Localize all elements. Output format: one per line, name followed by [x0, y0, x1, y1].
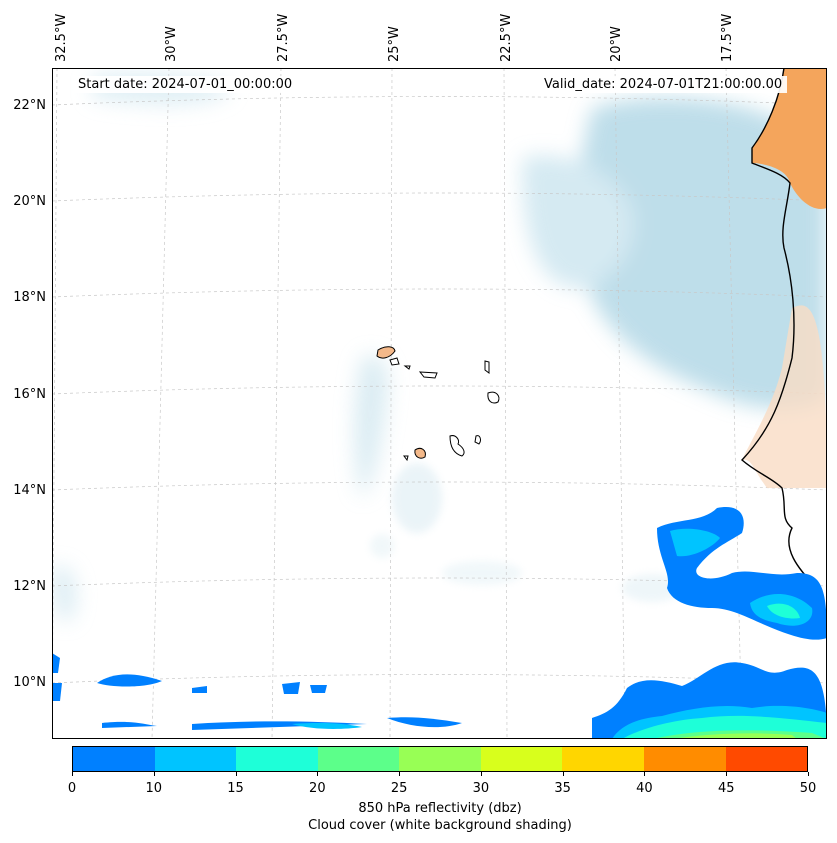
colorbar-tick [808, 772, 809, 776]
colorbar-tick-label: 35 [554, 781, 571, 796]
colorbar-sublabel: Cloud cover (white background shading) [308, 818, 572, 833]
colorbar-tick-label: 45 [717, 781, 735, 796]
colorbar-segment [399, 747, 481, 771]
lat-label-14n: 14°N [13, 483, 46, 498]
colorbar-tick-label: 50 [799, 781, 817, 796]
lon-label-17-5w: 17.5°W [720, 13, 735, 62]
lat-label-12n: 12°N [13, 579, 46, 594]
colorbar-tick-label: 40 [636, 781, 653, 796]
cloud-cover-faint [370, 463, 682, 602]
colorbar-segment [73, 747, 155, 771]
colorbar-tick [726, 772, 728, 776]
colorbar-label: 850 hPa reflectivity (dbz) [358, 801, 522, 816]
lon-label-30w: 30°W [164, 26, 179, 62]
start-date-label: Start date: 2024-07-01_00:00:00 [73, 76, 298, 93]
reflectivity-south-band [52, 653, 827, 739]
lat-label-18n: 18°N [13, 290, 46, 305]
map-border [52, 68, 827, 739]
colorbar-tick [317, 772, 319, 776]
lon-label-25w: 25°W [387, 26, 402, 62]
colorbar-tick [72, 772, 73, 776]
colorbar-tick-label: 30 [472, 781, 490, 796]
colorbar-tick-label: 15 [227, 781, 244, 796]
lon-label-32-5w: 32.5°W [54, 13, 69, 62]
reflectivity-north-west-africa [657, 507, 827, 640]
colorbar-tick [644, 772, 646, 776]
map-canvas[interactable] [52, 68, 827, 739]
colorbar-tick-label: 20 [309, 781, 326, 796]
colorbar-segment [236, 747, 318, 771]
lon-label-20w: 20°W [609, 26, 624, 62]
lon-label-22-5w: 22.5°W [499, 13, 514, 62]
colorbar-tick-label: 25 [390, 781, 408, 796]
africa-land [740, 68, 827, 639]
colorbar-segment [562, 747, 644, 771]
valid-date-label: Valid_date: 2024-07-01T21:00:00.00 [539, 76, 788, 93]
cloud-cover-shading [52, 72, 827, 622]
colorbar-segment [480, 747, 563, 771]
colorbar-tick [399, 772, 401, 776]
colorbar-segment [643, 747, 726, 771]
lat-label-20n: 20°N [13, 194, 46, 209]
colorbar-tick [235, 772, 237, 776]
lon-label-27-5w: 27.5°W [276, 13, 291, 62]
colorbar-segment [725, 747, 808, 771]
colorbar-segment [154, 747, 237, 771]
colorbar-tick [480, 772, 482, 776]
colorbar-tick [562, 772, 564, 776]
cape-verde-islands [376, 346, 500, 462]
reflectivity-colorbar [72, 746, 808, 772]
colorbar-tick-label: 0 [67, 781, 77, 796]
lat-label-10n: 10°N [13, 675, 46, 690]
colorbar-tick-label: 10 [145, 781, 163, 796]
colorbar-segment [317, 747, 400, 771]
lat-label-22n: 22°N [13, 98, 46, 113]
lat-label-16n: 16°N [13, 387, 46, 402]
colorbar-tick [153, 772, 155, 776]
